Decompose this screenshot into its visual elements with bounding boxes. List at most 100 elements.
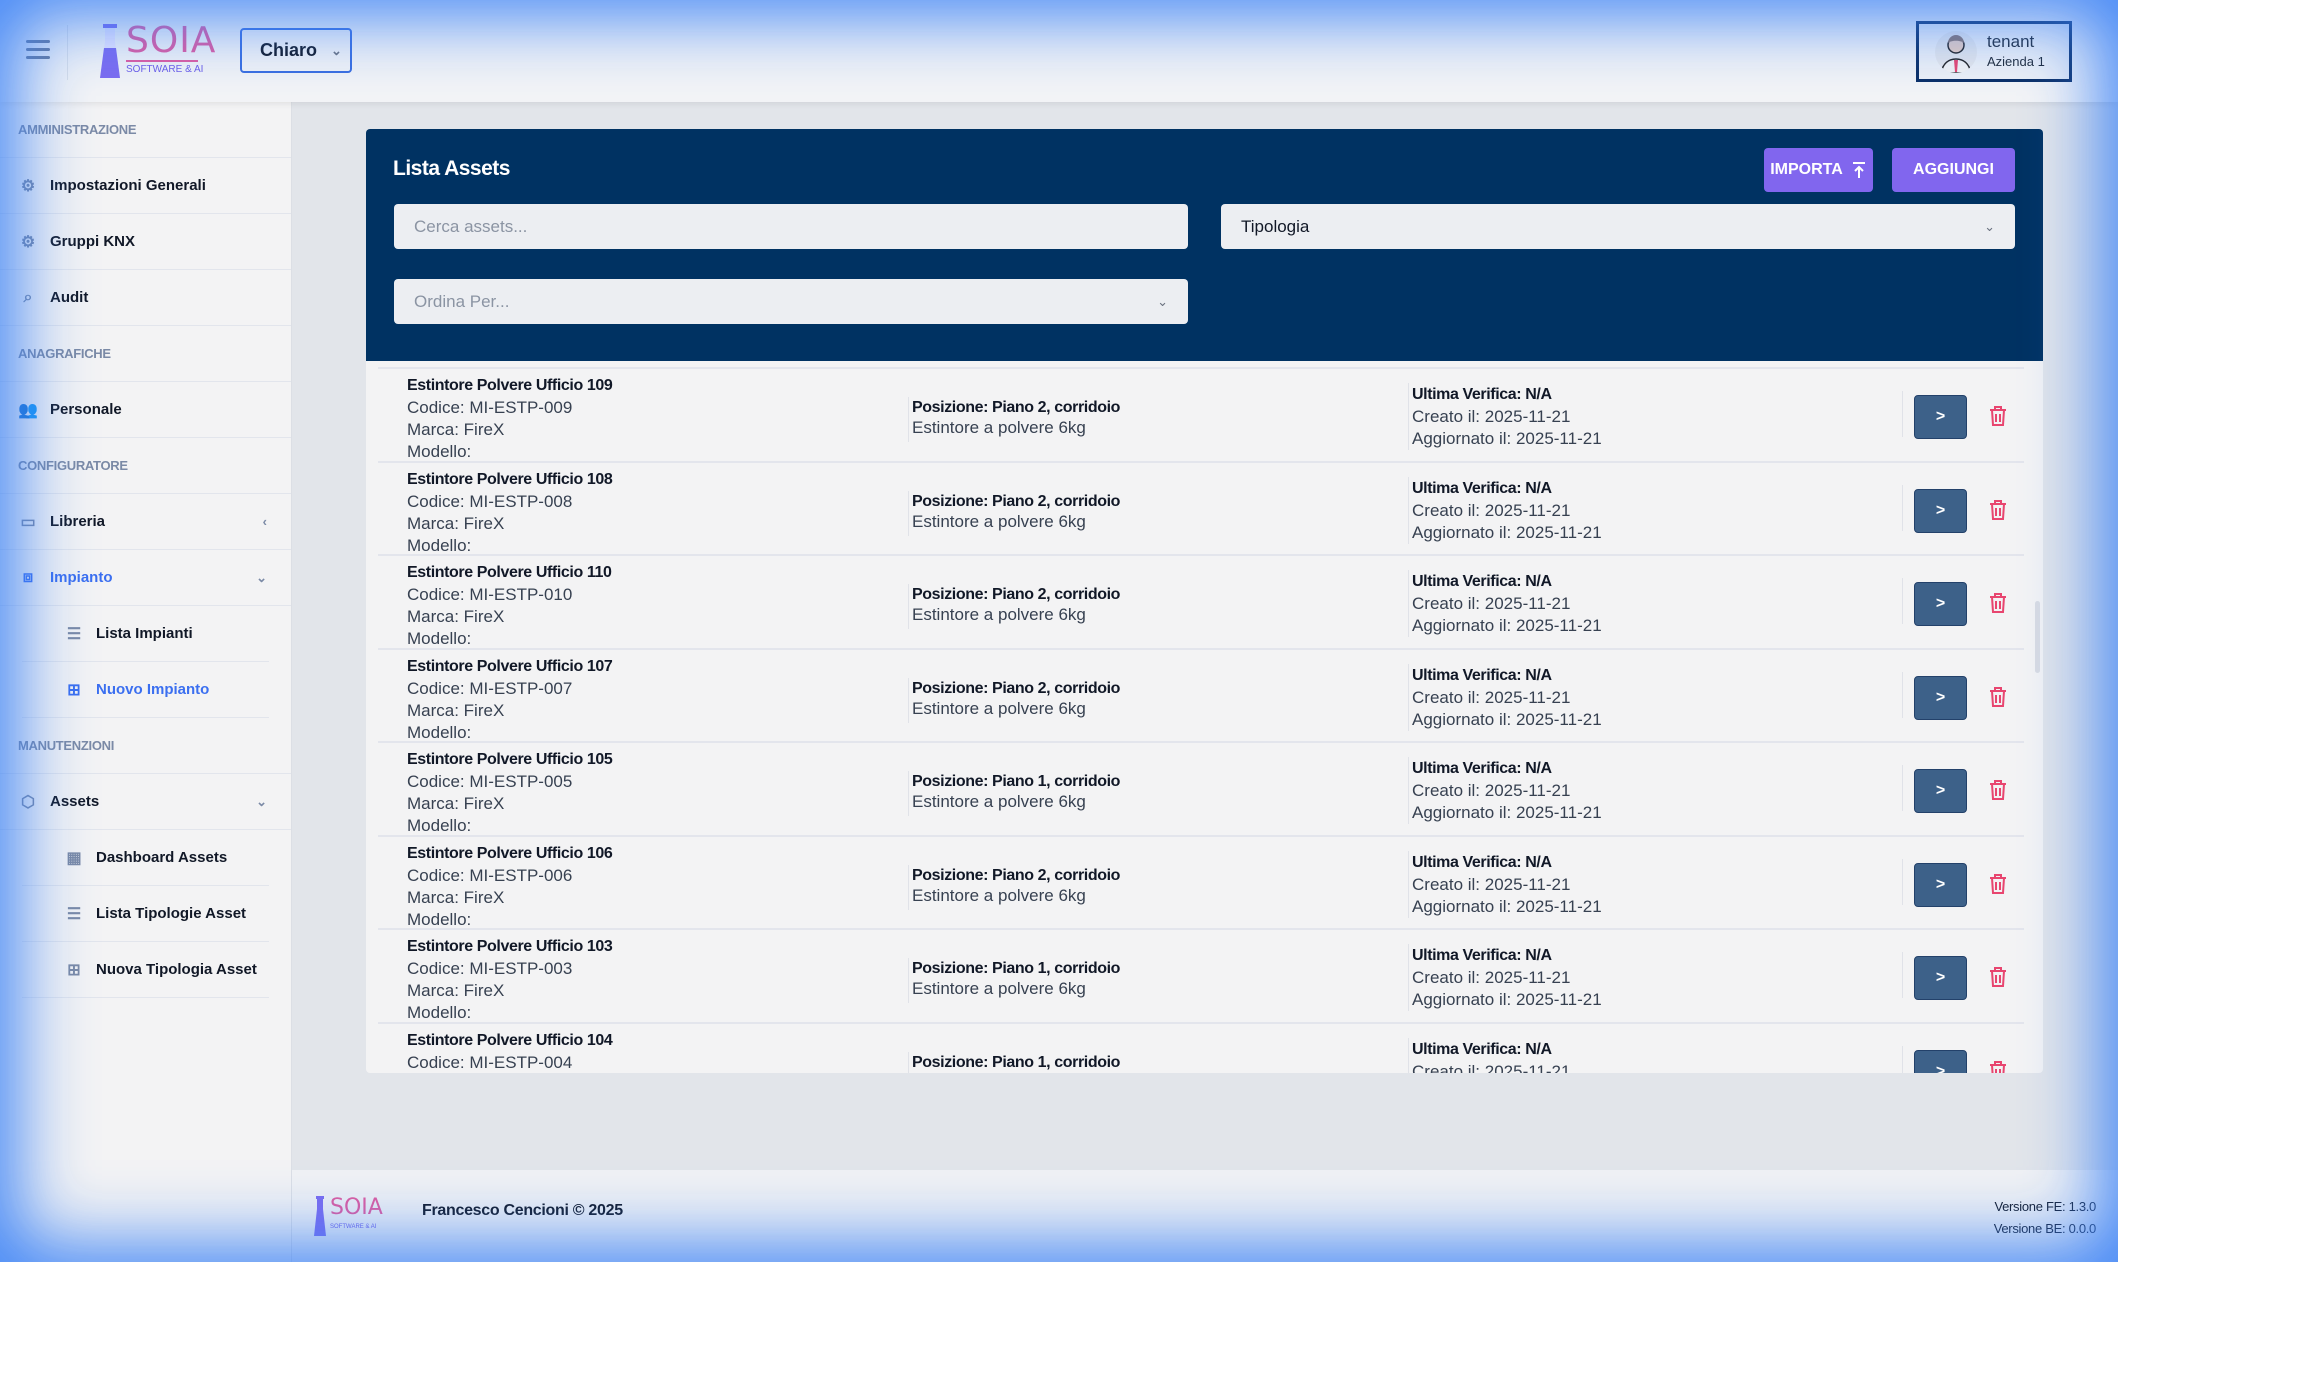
trash-icon[interactable]: [1989, 686, 2007, 708]
sidebar-item-libreria[interactable]: ▭ Libreria ‹: [0, 494, 291, 550]
asset-position: Posizione: Piano 1, corridoio: [912, 773, 1120, 790]
asset-info: Estintore Polvere Ufficio 110 Codice: MI…: [407, 561, 612, 650]
asset-info: Estintore Polvere Ufficio 105 Codice: MI…: [407, 748, 613, 837]
asset-location: Posizione: Piano 2, corridoio Estintore …: [908, 397, 1120, 442]
menu-toggle-icon[interactable]: [26, 40, 50, 60]
sidebar-item-impianto[interactable]: ⧈ Impianto ⌄: [0, 550, 291, 606]
asset-model: Modello:: [407, 535, 472, 555]
open-asset-button[interactable]: >: [1914, 488, 1967, 533]
sidebar-item-nuovo-impianto[interactable]: ⊞ Nuovo Impianto: [22, 662, 269, 718]
trash-icon[interactable]: [1989, 1060, 2007, 1074]
book-icon: ▭: [20, 513, 36, 531]
open-asset-button[interactable]: >: [1914, 956, 1967, 1000]
footer-logo-subtext: SOFTWARE & AI: [330, 1224, 377, 1230]
asset-dates: Ultima Verifica: N/A Creato il: 2025-11-…: [1408, 476, 1602, 544]
trash-icon[interactable]: [1989, 873, 2007, 895]
sidebar-item-label: Nuova Tipologia Asset: [96, 961, 257, 978]
version-be: Versione BE: 0.0.0: [1993, 1221, 2097, 1236]
type-select-value: Tipologia: [1241, 216, 1310, 236]
asset-created: Creato il: 2025-11-21: [1412, 781, 1571, 800]
sidebar-item-label: Dashboard Assets: [96, 849, 228, 866]
asset-updated: Aggiornato il: 2025-11-21: [1412, 896, 1602, 916]
sidebar-item-nuova-tipologia-asset[interactable]: ⊞ Nuova Tipologia Asset: [22, 942, 269, 998]
divider: [1902, 391, 1903, 437]
asset-code: Codice: MI-ESTP-005: [407, 772, 573, 791]
type-select[interactable]: Tipologia ⌄: [1221, 204, 2015, 249]
asset-dates: Ultima Verifica: N/A Creato il: 2025-11-…: [1408, 850, 1602, 918]
asset-name: Estintore Polvere Ufficio 109: [407, 377, 613, 394]
sidebar-item-gruppi-knx[interactable]: ⚙ Gruppi KNX: [0, 214, 291, 270]
theme-select[interactable]: Chiaro ⌄: [240, 28, 352, 73]
sidebar-item-label: Audit: [50, 289, 89, 306]
asset-code: Codice: MI-ESTP-007: [407, 678, 573, 698]
asset-updated: Aggiornato il: 2025-11-21: [1412, 709, 1602, 729]
chevron-down-icon: ⌄: [1157, 293, 1168, 309]
trash-icon[interactable]: [1989, 592, 2007, 614]
asset-name: Estintore Polvere Ufficio 110: [407, 564, 612, 581]
theme-select-value: Chiaro: [260, 40, 318, 60]
avatar: [1935, 30, 1977, 73]
asset-dates: Ultima Verifica: N/A Creato il: 2025-11-…: [1408, 383, 1602, 450]
asset-position: Posizione: Piano 2, corridoio: [912, 679, 1120, 697]
asset-model: Modello:: [407, 629, 472, 648]
open-asset-button[interactable]: >: [1914, 1049, 1967, 1073]
divider: [1902, 952, 1903, 998]
asset-position: Posizione: Piano 2, corridoio: [912, 492, 1120, 510]
sidebar-item-lista-impianti[interactable]: ☰ Lista Impianti: [22, 606, 269, 662]
asset-last-check: Ultima Verifica: N/A: [1412, 947, 1552, 964]
asset-info: Estintore Polvere Ufficio 104 Codice: MI…: [407, 1029, 613, 1074]
versions: Versione FE: 1.3.0 Versione BE: 0.0.0: [1993, 1196, 2097, 1240]
cube-icon: ⬡: [21, 793, 35, 811]
asset-brand: Marca: FireX: [407, 981, 505, 1000]
sidebar-item-personale[interactable]: 👥 Personale: [0, 382, 291, 438]
asset-position: Posizione: Piano 1, corridoio: [912, 960, 1120, 977]
sidebar-item-impostazioni-generali[interactable]: ⚙ Impostazioni Generali: [0, 158, 291, 214]
asset-description: Estintore a polvere 6kg: [912, 605, 1086, 624]
divider: [1902, 578, 1903, 624]
asset-dates: Ultima Verifica: N/A Creato il: 2025-11-…: [1408, 570, 1602, 637]
asset-brand: Marca: FireX: [407, 794, 505, 813]
logo-underline: [126, 60, 198, 62]
sidebar-section-label: MANUTENZIONI: [0, 718, 291, 774]
sidebar-item-audit[interactable]: ⌕ Audit: [0, 270, 291, 326]
trash-icon[interactable]: [1989, 966, 2007, 988]
soia-logo[interactable]: SOIA SOFTWARE & AI: [98, 22, 218, 82]
sidebar-item-assets[interactable]: ⬡ Assets ⌄: [0, 774, 291, 830]
copyright: Francesco Cencioni © 2025: [422, 1202, 623, 1219]
list-icon: ☰: [66, 625, 82, 643]
chevron-down-icon: ⌄: [331, 42, 342, 58]
footer-logo: SOIA SOFTWARE & AI: [314, 1196, 394, 1236]
trash-icon[interactable]: [1989, 405, 2007, 427]
user-menu[interactable]: tenant Azienda 1: [1916, 21, 2072, 82]
asset-model: Modello:: [407, 1003, 472, 1022]
sidebar-item-label: Lista Tipologie Asset: [96, 905, 247, 922]
open-asset-button[interactable]: >: [1914, 395, 1967, 439]
open-asset-button[interactable]: >: [1914, 769, 1967, 813]
asset-name: Estintore Polvere Ufficio 104: [407, 1031, 613, 1049]
chevron-left-icon: ‹: [262, 514, 267, 529]
table-row: Estintore Polvere Ufficio 103 Codice: MI…: [378, 928, 2024, 1024]
asset-code: Codice: MI-ESTP-009: [407, 398, 573, 417]
trash-icon[interactable]: [1989, 499, 2007, 521]
asset-info: Estintore Polvere Ufficio 103 Codice: MI…: [407, 935, 613, 1024]
open-asset-button[interactable]: >: [1914, 675, 1967, 720]
sidebar-item-lista-tipologie-asset[interactable]: ☰ Lista Tipologie Asset: [22, 886, 269, 942]
sidebar: AMMINISTRAZIONE ⚙ Impostazioni Generali ⚙ Gr…: [0, 102, 292, 1262]
import-button[interactable]: IMPORTA: [1764, 148, 1873, 192]
chevron-down-icon: ⌄: [256, 793, 267, 809]
page-title: Lista Assets: [393, 157, 510, 180]
scrollbar[interactable]: [2035, 601, 2040, 673]
search-input[interactable]: Cerca assets...: [394, 204, 1188, 249]
open-asset-button[interactable]: >: [1914, 862, 1967, 907]
asset-code: Codice: MI-ESTP-004: [407, 1052, 573, 1072]
asset-description: Estintore a polvere 6kg: [912, 885, 1086, 905]
asset-info: Estintore Polvere Ufficio 107 Codice: MI…: [407, 655, 613, 744]
asset-last-check: Ultima Verifica: N/A: [1412, 1040, 1552, 1058]
trash-icon[interactable]: [1989, 779, 2007, 801]
sidebar-item-dashboard-assets[interactable]: ▦ Dashboard Assets: [22, 830, 269, 886]
open-asset-button[interactable]: >: [1914, 582, 1967, 626]
sort-select[interactable]: Ordina Per... ⌄: [394, 279, 1188, 324]
asset-model: Modello:: [407, 722, 472, 742]
sidebar-item-label: Libreria: [50, 513, 106, 530]
add-button[interactable]: AGGIUNGI: [1892, 148, 2015, 192]
